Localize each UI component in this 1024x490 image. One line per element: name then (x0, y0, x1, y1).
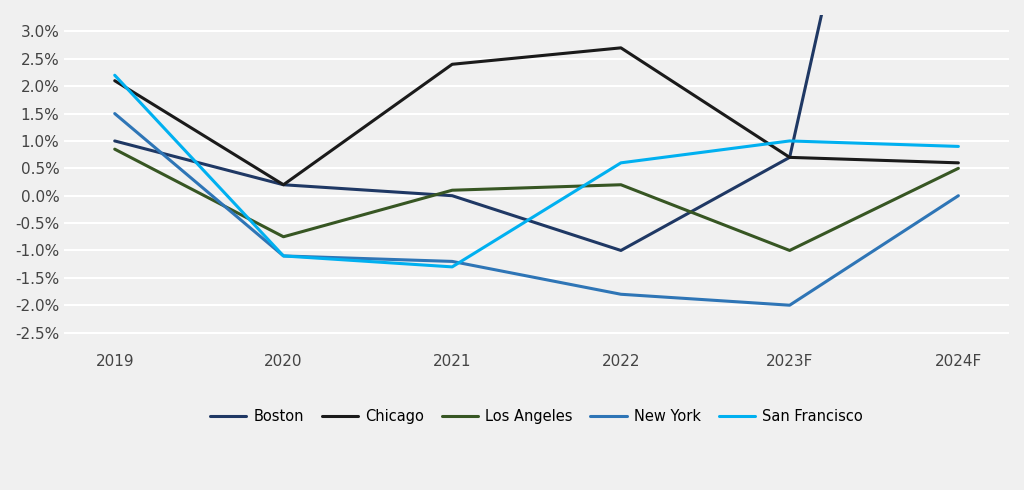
Chicago (278, 182, 290, 188)
New York (614, 292, 627, 297)
Chicago (783, 154, 796, 160)
Los Angeles (109, 146, 121, 152)
San Francisco (614, 160, 627, 166)
New York (446, 258, 459, 264)
Boston (614, 247, 627, 253)
San Francisco (783, 138, 796, 144)
New York (783, 302, 796, 308)
Los Angeles (783, 247, 796, 253)
New York (952, 193, 965, 198)
Line: Los Angeles: Los Angeles (115, 149, 958, 250)
Chicago (614, 45, 627, 51)
Boston (278, 182, 290, 188)
San Francisco (109, 73, 121, 78)
Chicago (109, 78, 121, 84)
San Francisco (952, 144, 965, 149)
Los Angeles (952, 166, 965, 171)
San Francisco (446, 264, 459, 270)
Boston (109, 138, 121, 144)
Line: New York: New York (115, 114, 958, 305)
Boston (783, 154, 796, 160)
San Francisco (278, 253, 290, 259)
Boston (446, 193, 459, 198)
New York (109, 111, 121, 117)
Line: Chicago: Chicago (115, 48, 958, 185)
Legend: Boston, Chicago, Los Angeles, New York, San Francisco: Boston, Chicago, Los Angeles, New York, … (204, 403, 869, 430)
New York (278, 253, 290, 259)
Line: Boston: Boston (115, 0, 958, 250)
Line: San Francisco: San Francisco (115, 75, 958, 267)
Los Angeles (278, 234, 290, 240)
Los Angeles (446, 187, 459, 193)
Los Angeles (614, 182, 627, 188)
Chicago (446, 61, 459, 67)
Chicago (952, 160, 965, 166)
